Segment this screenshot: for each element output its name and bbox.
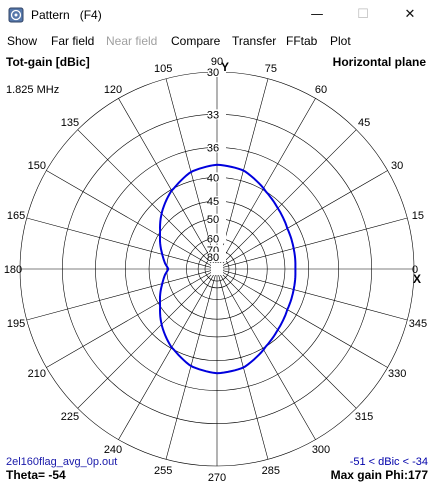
menu-transfer[interactable]: Transfer	[232, 34, 277, 48]
angle-label-315: 315	[355, 411, 373, 423]
angle-label-210: 210	[28, 368, 46, 380]
minimize-button[interactable]: —	[294, 0, 340, 30]
ring-label-bg	[208, 213, 226, 224]
menu-fftab[interactable]: FFtab	[286, 34, 318, 48]
ring-label-50: 50	[207, 214, 219, 226]
ring-label-45: 45	[207, 196, 219, 208]
angle-label-165: 165	[7, 210, 25, 222]
max-gain-label: Max gain Phi:177	[331, 468, 429, 482]
angle-label-270: 270	[208, 472, 226, 483]
menu-near-field: Near field	[106, 34, 158, 48]
frequency-label: 1.825 MHz	[6, 84, 59, 96]
angle-label-15: 15	[412, 210, 424, 222]
plane-label: Horizontal plane	[333, 55, 427, 69]
ring-label-33: 33	[207, 109, 219, 121]
menu-bar: Show Far field Near field Compare Transf…	[0, 30, 433, 52]
ring-label-60: 60	[207, 233, 219, 245]
menu-compare[interactable]: Compare	[171, 34, 221, 48]
maximize-icon: ☐	[357, 7, 369, 22]
ring-label-bg	[208, 109, 226, 120]
menu-far-field[interactable]: Far field	[51, 34, 95, 48]
angle-label-120: 120	[104, 84, 122, 96]
angle-label-75: 75	[265, 63, 277, 75]
maximize-button[interactable]: ☐	[340, 0, 386, 30]
x-axis-label: X	[413, 272, 421, 286]
pattern-trace	[158, 163, 297, 375]
ring-label-bg	[208, 172, 226, 183]
angle-label-345: 345	[409, 318, 427, 330]
ring-label-bg	[208, 196, 226, 207]
app-icon	[8, 7, 24, 23]
angle-label-45: 45	[358, 117, 370, 129]
ring-label-bg	[208, 245, 226, 256]
ring-label-80: 80	[207, 252, 219, 264]
y-axis-label: Y	[221, 60, 229, 74]
angle-label-300: 300	[312, 444, 330, 456]
angle-label-30: 30	[391, 160, 403, 172]
file-name-label: 2el160flag_avg_0p.out	[6, 456, 117, 468]
ring-label-bg	[208, 251, 226, 262]
angle-label-240: 240	[104, 444, 122, 456]
polar-grid	[19, 71, 415, 467]
angle-label-0: 0	[412, 264, 418, 276]
menu-plot[interactable]: Plot	[330, 34, 351, 48]
menu-show[interactable]: Show	[7, 34, 38, 48]
close-button[interactable]: ✕	[387, 0, 433, 30]
angle-label-330: 330	[388, 368, 406, 380]
angle-labels: 0 15 30 45 60 75 90 105 120 135 150 165 180 195 210 225…	[4, 56, 427, 483]
ring-label-40: 40	[207, 172, 219, 184]
angle-label-225: 225	[61, 411, 79, 423]
ring-label-bg	[208, 142, 226, 153]
angle-label-195: 195	[7, 318, 25, 330]
angle-label-285: 285	[262, 465, 280, 477]
ring-label-bg	[208, 67, 226, 77]
theta-label: Theta= -54	[6, 468, 66, 482]
close-icon: ✕	[404, 7, 416, 22]
ring-label-bg	[208, 233, 226, 244]
angle-label-150: 150	[28, 160, 46, 172]
gain-range-label: -51 < dBic < -34	[350, 456, 428, 468]
ring-label-36: 36	[207, 142, 219, 154]
ring-label-30: 30	[207, 67, 219, 79]
angle-label-105: 105	[154, 63, 172, 75]
minimize-icon: —	[310, 7, 324, 22]
angle-label-255: 255	[154, 465, 172, 477]
angle-label-135: 135	[61, 117, 79, 129]
center-mask	[211, 263, 223, 275]
window-title: Pattern (F4)	[31, 8, 102, 22]
gain-type-label: Tot-gain [dBic]	[6, 55, 90, 69]
angle-label-180: 180	[4, 264, 22, 276]
title-bar[interactable]: Pattern (F4) — ☐ ✕	[0, 0, 433, 30]
angle-label-60: 60	[315, 84, 327, 96]
polar-pattern-plot: 0 15 30 45 60 75 90 105 120 135 150 165 180 195 210 225…	[4, 55, 429, 483]
angle-label-90: 90	[211, 56, 223, 68]
